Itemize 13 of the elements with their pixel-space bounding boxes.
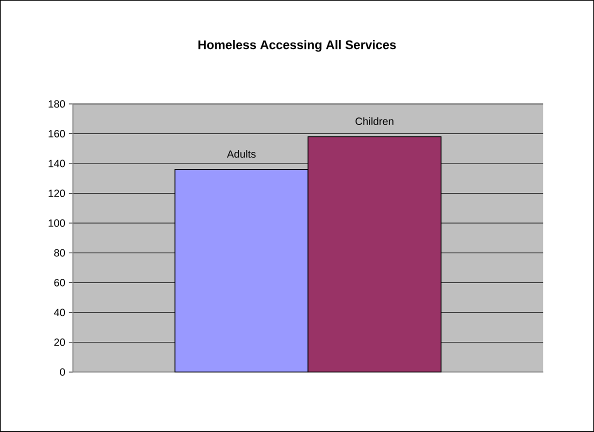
- y-tick-label: 120: [48, 190, 65, 198]
- y-tick-label: 140: [48, 160, 65, 168]
- y-tick-label: 160: [48, 130, 65, 138]
- y-tick-label: 180: [48, 100, 65, 108]
- y-tick-label: 100: [48, 219, 65, 227]
- y-tick-label: 40: [54, 308, 65, 316]
- y-tick-label: 20: [54, 338, 65, 346]
- y-tick-label: 60: [54, 278, 65, 286]
- series-label: Adults: [226, 150, 256, 158]
- chart-title: Homeless Accessing All Services: [198, 40, 396, 52]
- series-label: Children: [356, 117, 394, 125]
- y-tick-label: 80: [54, 249, 65, 257]
- y-tick-label: 0: [60, 368, 65, 376]
